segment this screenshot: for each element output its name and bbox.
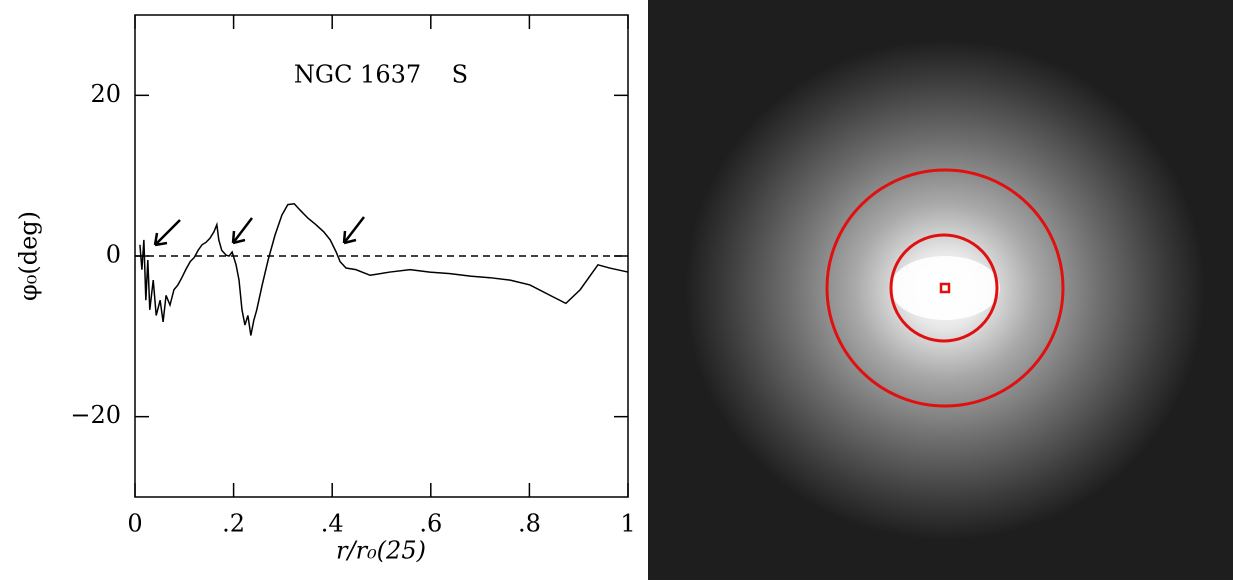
- y-tick-label: 0: [106, 241, 121, 269]
- arrows: [153, 216, 365, 247]
- x-tick-label: .2: [222, 510, 245, 538]
- y-tick-label: 20: [90, 80, 121, 108]
- x-tick-label: .6: [419, 510, 442, 538]
- y-axis-label: φ₀(deg): [15, 211, 43, 301]
- x-tick-label: 1: [620, 510, 635, 538]
- x-tick-label: .4: [321, 510, 344, 538]
- y-tick-label: −20: [70, 401, 121, 429]
- x-axis-label: r/r₀(25): [336, 537, 426, 565]
- x-tick-label: 0: [127, 510, 142, 538]
- data-line: [139, 202, 629, 336]
- x-tick-label: .8: [518, 510, 541, 538]
- galaxy-image: [648, 0, 1233, 580]
- chart-title: NGC 1637 S: [294, 61, 468, 89]
